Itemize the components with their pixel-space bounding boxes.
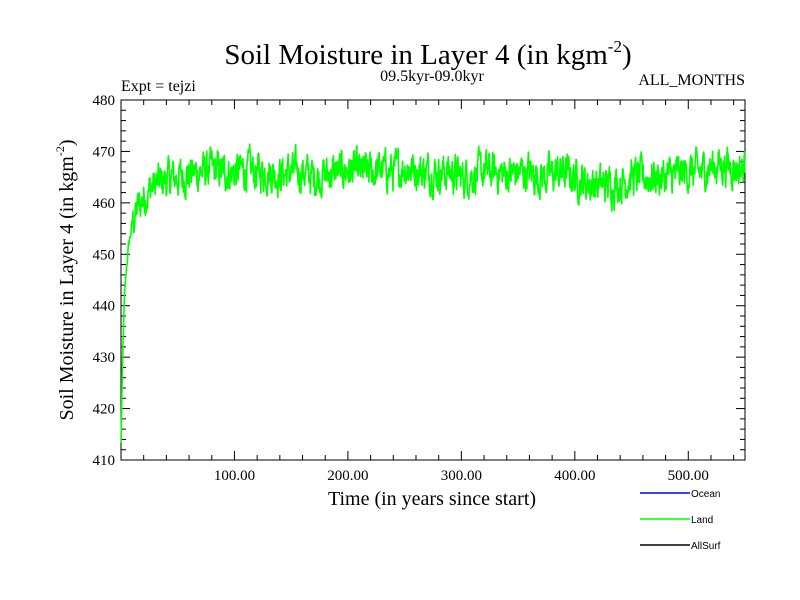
y-tick-label: 450 [93,247,116,263]
x-tick-label: 100.00 [214,468,255,484]
period-label: 09.5kyr-09.0kyr [380,68,484,85]
axis-tick-labels: 100.00 200.00 300.00 400.00 500.00 410 420 430 4… [93,93,709,484]
y-tick-label: 480 [93,93,116,109]
chart-title: Soil Moisture in Layer 4 (in kgm-2) [224,37,631,71]
plot-frame [120,99,746,461]
legend-label-land: Land [691,515,713,526]
x-tick-label: 400.00 [554,468,595,484]
y-tick-label: 420 [93,402,116,418]
legend-label-allsurf: AllSurf [691,541,721,552]
x-tick-label: 500.00 [668,468,709,484]
legend-label-ocean: Ocean [691,489,720,500]
y-tick-label: 410 [93,453,116,469]
x-tick-label: 200.00 [327,468,368,484]
y-tick-label: 470 [93,144,116,160]
y-tick-label: 440 [93,299,116,315]
series-line-land [120,143,746,443]
months-label: ALL_MONTHS [638,72,745,89]
axis-ticks [121,100,745,460]
y-tick-label: 460 [93,196,116,212]
y-axis-label: Soil Moisture in Layer 4 (in kgm-2) [53,139,78,420]
legend: Ocean Land AllSurf [640,489,721,552]
expt-label: Expt = tejzi [121,78,196,95]
x-axis-label: Time (in years since start) [328,488,536,510]
x-tick-label: 300.00 [441,468,482,484]
y-tick-label: 430 [93,350,116,366]
